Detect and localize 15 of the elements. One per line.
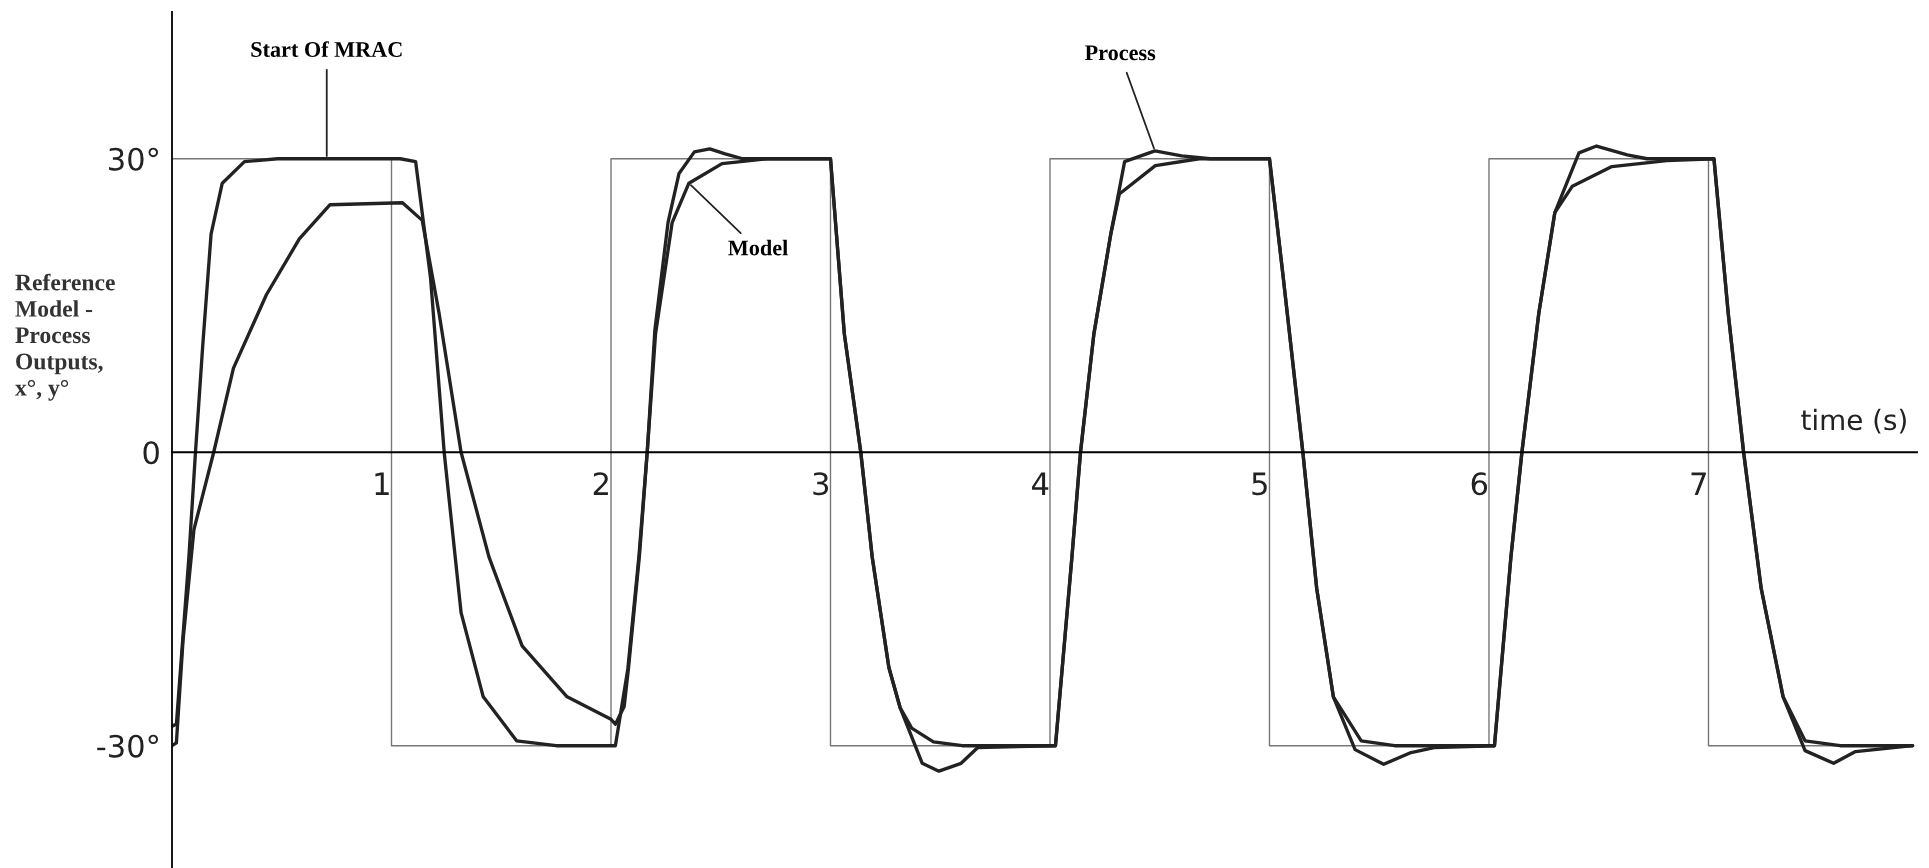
x-tick-label: 3: [813, 472, 829, 496]
annotation: Process: [1084, 45, 1156, 61]
y-axis-title: Reference Model - Process Outputs, x°, y°: [15, 273, 115, 401]
y-tick-label: -30°: [97, 734, 158, 758]
x-axis-title: time (s): [1801, 408, 1906, 434]
x-tick-label: 2: [593, 472, 608, 495]
y-tick-label: 0: [143, 441, 159, 465]
x-tick-label: 5: [1252, 472, 1267, 496]
x-tick-label: 6: [1471, 472, 1488, 496]
x-tick-label: 1: [375, 472, 389, 495]
y-tick-label: 30°: [109, 147, 158, 171]
annotation: Start Of MRAC: [251, 41, 402, 58]
x-tick-label: 7: [1691, 472, 1706, 495]
x-tick-label: 4: [1032, 472, 1049, 495]
annotation: Model: [728, 239, 788, 256]
